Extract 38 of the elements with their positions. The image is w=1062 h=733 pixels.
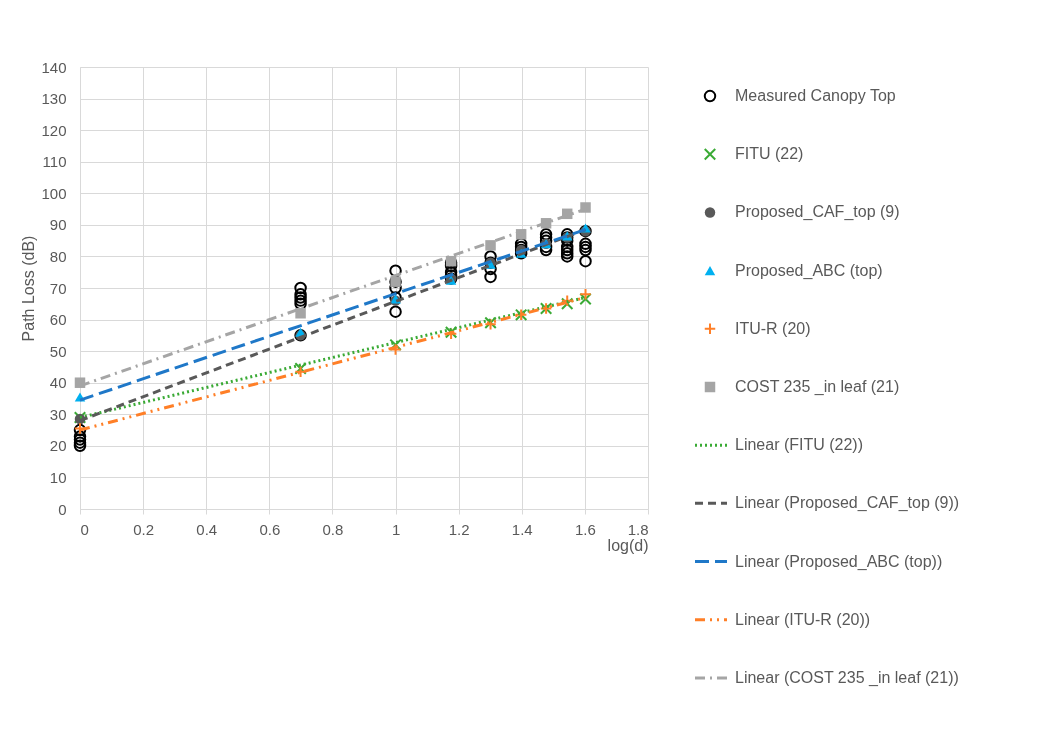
y-tick-label: 120 (41, 121, 67, 139)
legend-label: Proposed_ABC (top) (735, 261, 883, 280)
x-tick-label: 0.4 (196, 520, 218, 538)
x-tick-label: 1.2 (448, 520, 470, 538)
y-tick-label: 100 (41, 184, 67, 202)
x-tick-label: 0.8 (322, 520, 344, 538)
y-tick-label: 60 (49, 311, 67, 329)
legend-label: Proposed_CAF_top (9) (735, 203, 900, 222)
y-axis-title: Path Loss (dB) (20, 235, 38, 342)
y-tick-label: 10 (49, 468, 67, 486)
y-tick-label: 130 (41, 90, 67, 108)
legend-label: Linear (Proposed_CAF_top (9)) (735, 494, 960, 513)
x-tick-label: 1.8 (627, 520, 649, 538)
legend-label: Measured Canopy Top (735, 87, 896, 105)
x-tick-label: 0 (80, 520, 89, 538)
y-tick-label: 30 (49, 405, 67, 423)
legend-label: Linear (ITU-R (20)) (735, 610, 871, 628)
y-tick-label: 70 (49, 279, 67, 297)
y-tick-label: 0 (58, 500, 67, 518)
x-tick-label: 1 (391, 520, 401, 538)
x-axis-title: log(d) (607, 536, 649, 554)
y-tick-label: 20 (49, 437, 67, 455)
legend-label: Linear (COST 235 _in leaf (21)) (735, 668, 959, 687)
legend-label: Linear (FITU (22)) (735, 436, 864, 454)
y-tick-label: 80 (49, 247, 67, 265)
x-tick-label: 1.6 (574, 520, 596, 538)
y-tick-label: 50 (49, 342, 67, 360)
x-tick-label: 0.6 (259, 520, 281, 538)
y-tick-label: 40 (49, 374, 67, 392)
legend-label: COST 235 _in leaf (21) (735, 378, 900, 396)
legend-label: FITU (22) (735, 145, 804, 163)
legend-label: Linear (Proposed_ABC (top)) (735, 552, 943, 571)
x-tick-label: 1.4 (511, 520, 533, 538)
y-tick-label: 90 (49, 216, 67, 234)
legend-label: ITU-R (20) (735, 319, 811, 337)
x-tick-label: 0.2 (133, 520, 155, 538)
y-tick-label: 110 (42, 153, 67, 171)
y-tick-label: 140 (41, 58, 67, 76)
